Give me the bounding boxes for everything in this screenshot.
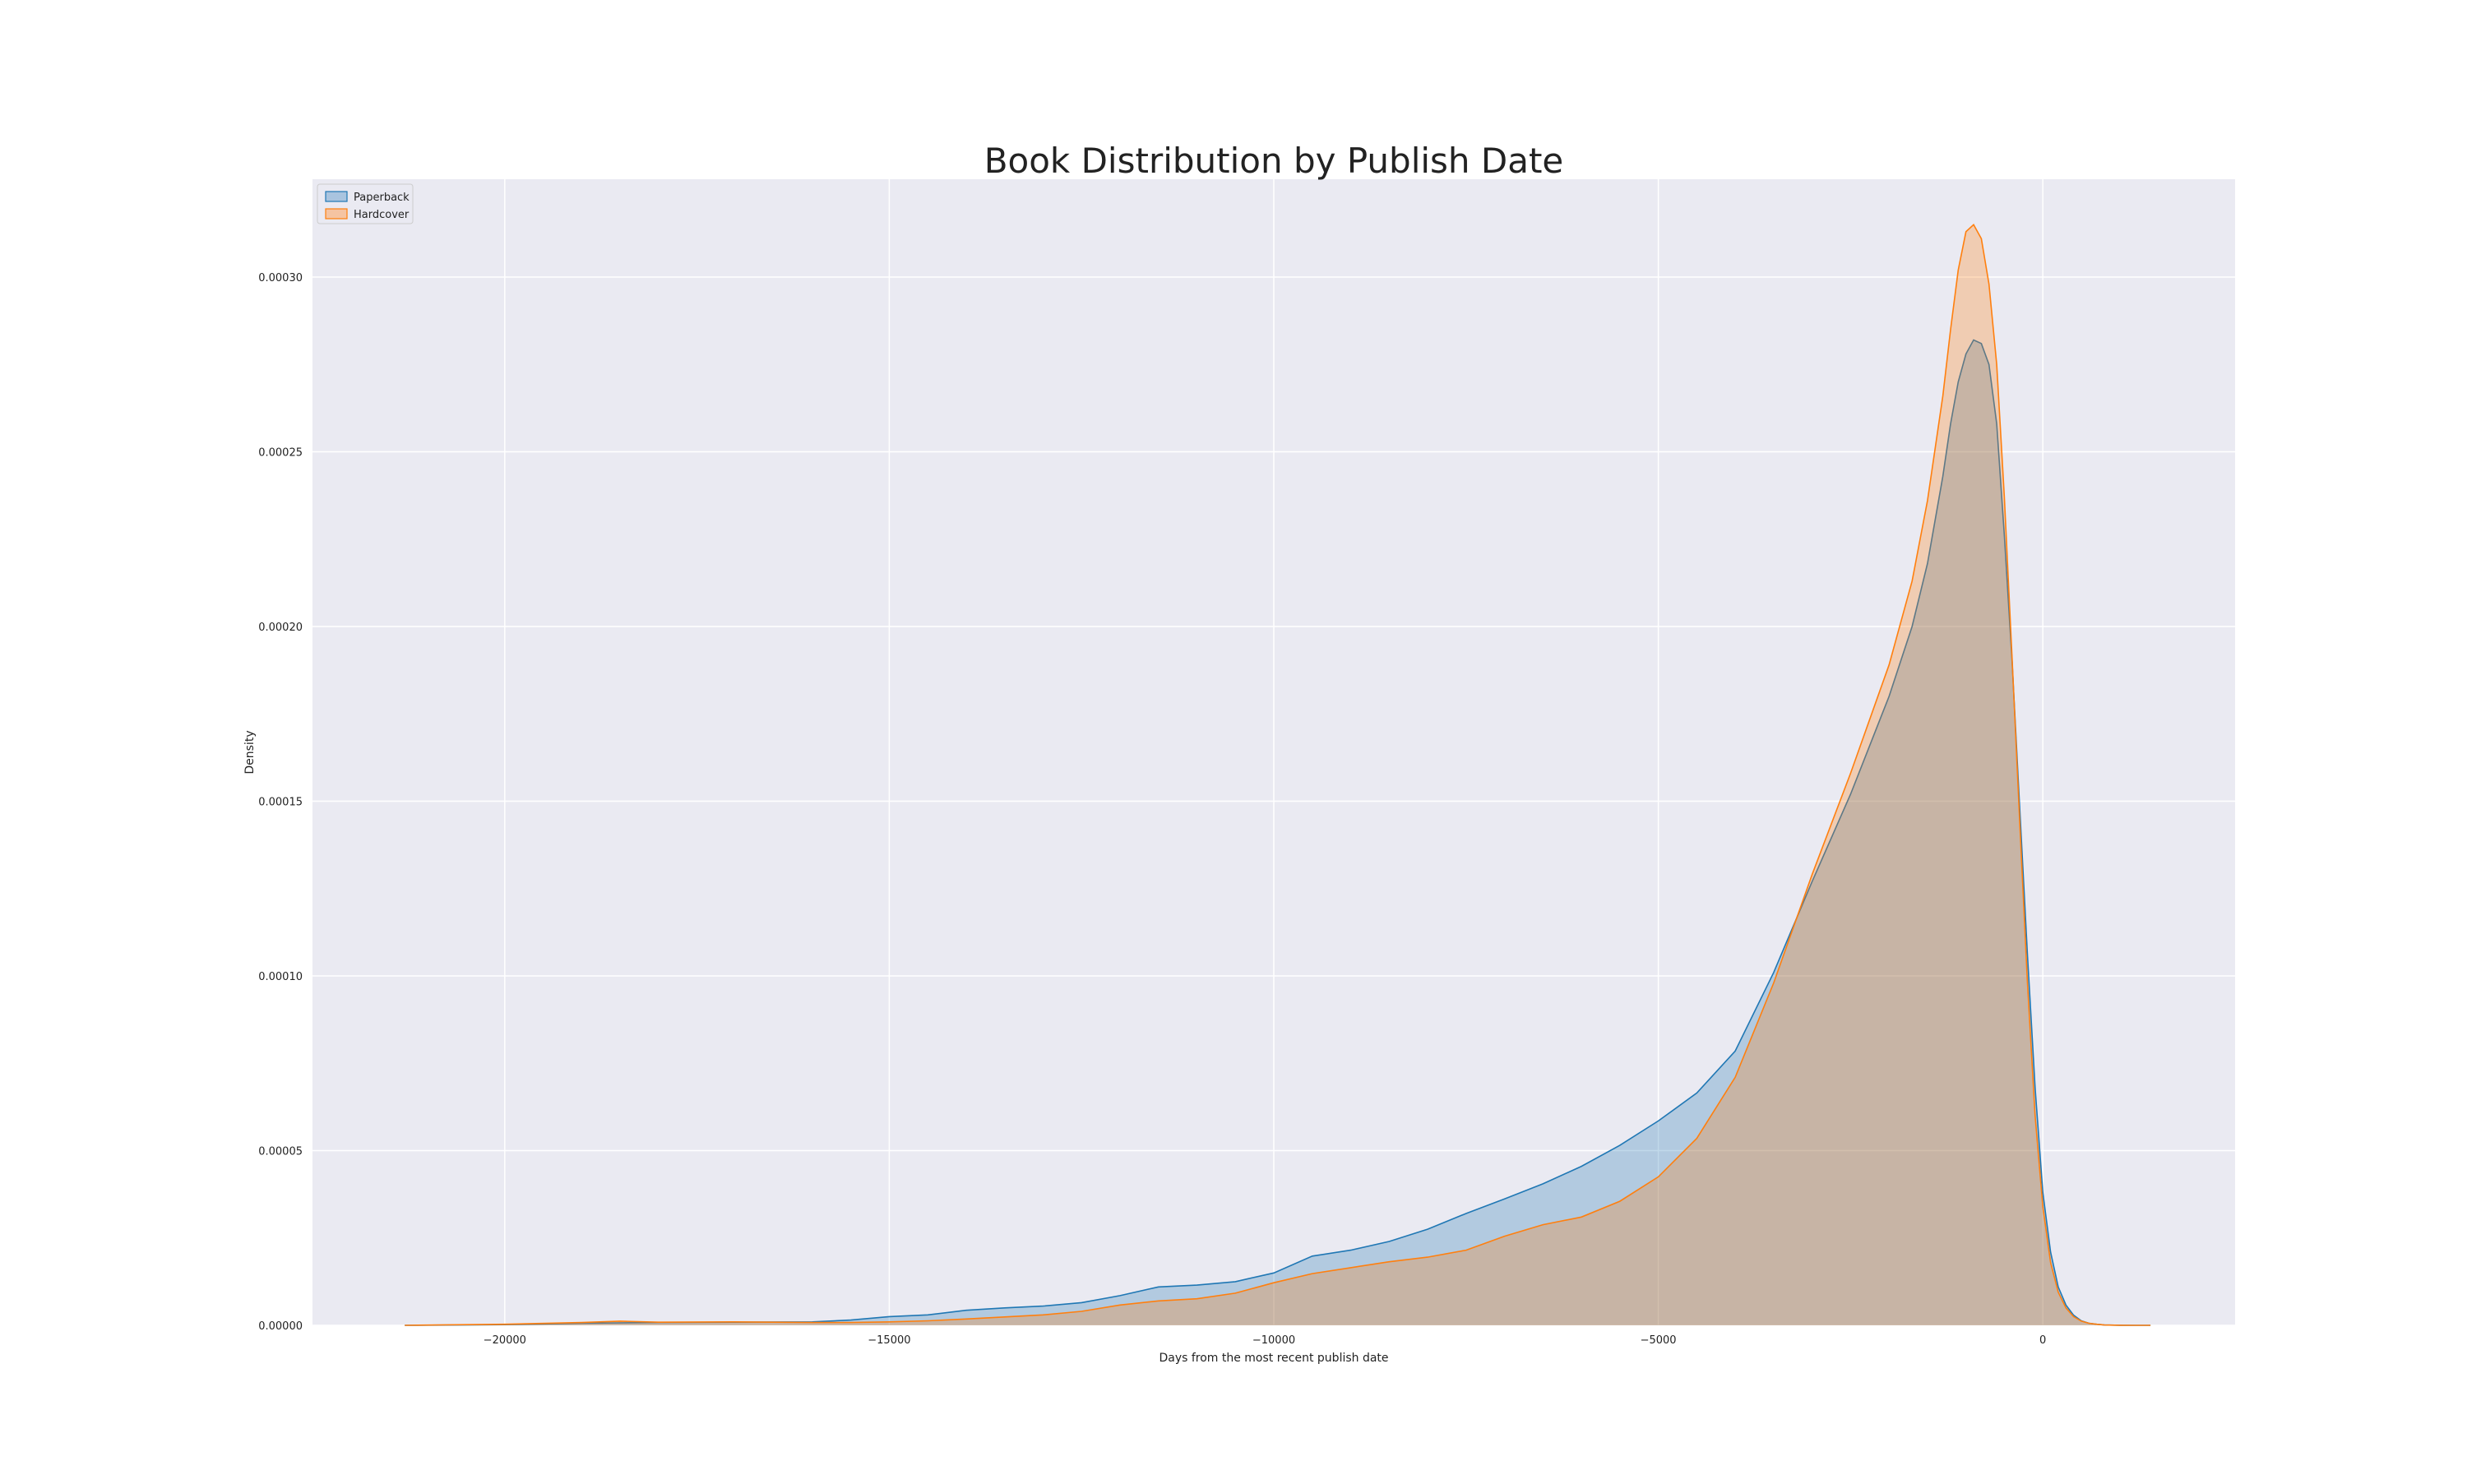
grid [312,179,2235,1326]
x-tick-label: −15000 [868,1334,910,1347]
series-area-paperback [405,340,2151,1325]
chart-title: Book Distribution by Publish Date [984,141,1564,181]
y-tick-label: 0.00030 [258,272,303,284]
x-tick-label: −10000 [1252,1334,1295,1347]
x-tick-label: −20000 [484,1334,526,1347]
y-tick-label: 0.00015 [258,797,303,809]
x-axis-label: Days from the most recent publish date [1159,1352,1388,1365]
y-tick-label: 0.00005 [258,1146,303,1158]
legend-swatch-hardcover [325,208,348,220]
y-tick-label: 0.00025 [258,447,303,460]
y-tick-label: 0.00000 [258,1320,303,1333]
legend-swatch-paperback [325,191,348,202]
legend-label-paperback: Paperback [354,192,410,204]
legend: Paperback Hardcover [317,183,414,224]
y-tick-label: 0.00020 [258,622,303,634]
series-line-hardcover [405,224,2151,1326]
x-tick-label: −5000 [1641,1334,1677,1347]
legend-label-hardcover: Hardcover [354,209,410,221]
x-tick-label: 0 [2039,1334,2046,1347]
series-area-hardcover [405,224,2151,1325]
series-layer [405,224,2151,1326]
ticks: −20000 −15000 −10000 −5000 0 0.00000 0.00005 0.… [258,272,2046,1347]
y-axis-label: Density [243,730,257,774]
series-line-paperback [405,339,2151,1326]
y-tick-label: 0.00010 [258,971,303,983]
